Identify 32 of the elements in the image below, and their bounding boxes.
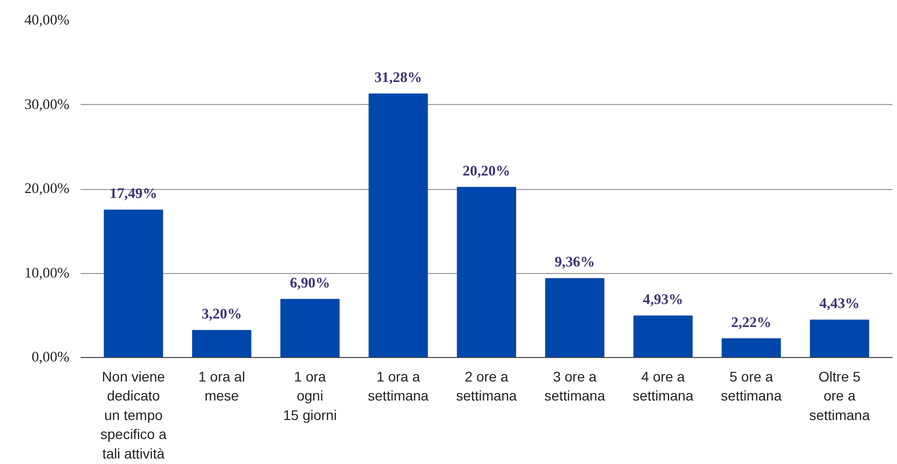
y-tick-label: 40,00% — [24, 12, 70, 28]
x-tick-label: Oltre 5 ore a settimana — [809, 368, 870, 423]
data-label: 2,22% — [731, 314, 772, 331]
x-tick-label: 1 ora al mese — [198, 368, 246, 404]
data-label: 17,49% — [110, 186, 158, 202]
bar — [545, 278, 604, 358]
x-tick-label: 1 ora ogni 15 giorni — [283, 368, 337, 423]
bar — [633, 315, 693, 358]
x-tick-label: 1 ora a settimana — [368, 368, 429, 404]
y-tick-label: 20,00% — [24, 181, 70, 197]
data-label: 3,20% — [202, 306, 242, 323]
x-tick-label: 5 ore a settimana — [720, 368, 782, 404]
data-label: 6,90% — [290, 275, 330, 292]
data-label: 31,28% — [374, 70, 422, 86]
bar — [368, 93, 428, 358]
x-tick-label: Non viene dedicato un tempo specifico a tali attività — [100, 368, 167, 462]
bar — [280, 298, 340, 358]
data-label: 20,20% — [462, 163, 510, 180]
bar — [192, 330, 252, 358]
x-tick-label: 3 ore a settimana — [544, 368, 606, 404]
bar — [722, 338, 781, 358]
bar — [104, 210, 164, 358]
data-label: 4,93% — [642, 292, 684, 308]
y-tick-label: 0,00% — [32, 350, 70, 366]
x-tick-label: 4 ore a settimana — [632, 368, 694, 404]
data-label: 9,36% — [554, 254, 595, 271]
x-tick-label: 2 ore a settimana — [456, 368, 518, 404]
y-tick-label: 10,00% — [24, 265, 70, 282]
y-tick-label: 30,00% — [24, 96, 70, 113]
data-label: 4,43% — [819, 296, 860, 312]
bar — [456, 186, 516, 358]
bar — [810, 320, 870, 358]
